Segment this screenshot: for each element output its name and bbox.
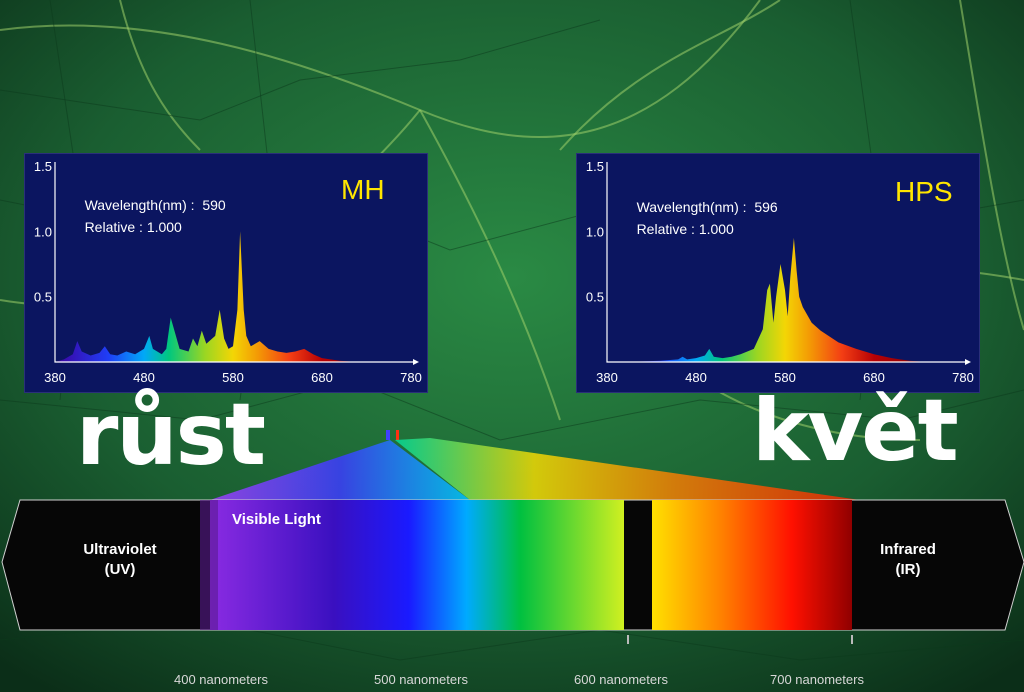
x-tick-label: 680 — [863, 370, 885, 385]
right-word-kvet: květ — [752, 381, 959, 481]
mh-chart-svg: 380 480 580 680 780 0.5 1.0 1.5 — [34, 159, 422, 385]
y-tick-label: 1.0 — [34, 224, 52, 239]
ultraviolet-name: Ultraviolet — [83, 541, 157, 558]
ultraviolet-abbr: (UV) — [104, 561, 136, 578]
axes — [606, 162, 965, 363]
infrared-abbr: (IR) — [895, 561, 921, 578]
hps-wavelength-readout: Wavelength(nm) : 596 — [621, 174, 778, 240]
visible-light-label: Visible Light — [232, 511, 321, 528]
hps-relative-value: 1.000 — [698, 221, 734, 237]
hps-chart-title: HPS — [895, 176, 953, 207]
x-tick-label: 580 — [222, 370, 244, 385]
mh-spectrum-chart: 380 480 580 680 780 0.5 1.0 1.5 Wavelength(nm) … — [24, 153, 428, 393]
nm-label-500: 500 nanometers — [374, 672, 468, 687]
left-word-rust: růst — [76, 385, 266, 485]
y-tick-label: 1.0 — [586, 224, 604, 239]
nm-label-700: 700 nanometers — [770, 672, 864, 687]
x-tick-label: 480 — [133, 370, 155, 385]
x-tick-label: 380 — [44, 370, 66, 385]
hps-wavelength-value: 596 — [754, 199, 778, 215]
y-tick-label: 0.5 — [34, 290, 52, 305]
nm-label-600: 600 nanometers — [574, 672, 668, 687]
hps-relative-label: Relative : — [636, 221, 695, 237]
nm-label-400: 400 nanometers — [174, 672, 268, 687]
mh-relative-value: 1.000 — [146, 219, 182, 235]
spectrum-area — [607, 237, 963, 362]
x-tick-label: 580 — [774, 370, 796, 385]
mh-chart-title: MH — [341, 174, 385, 205]
x-tick-label: 680 — [311, 370, 333, 385]
mh-relative-label: Relative : — [84, 219, 143, 235]
x-tick-label: 780 — [400, 370, 422, 385]
x-tick-label: 480 — [685, 370, 707, 385]
hps-relative-readout: Relative : 1.000 — [621, 196, 734, 262]
x-tick-label: 380 — [596, 370, 618, 385]
ultraviolet-label: Ultraviolet (UV) — [70, 540, 170, 580]
axes — [54, 162, 413, 363]
y-tick-label: 1.5 — [586, 159, 604, 174]
spectrum-band — [1, 430, 1024, 644]
mh-wavelength-readout: Wavelength(nm) : 590 — [69, 172, 226, 238]
infrared-name: Infrared — [880, 541, 936, 558]
hps-chart-svg: 380 480 580 680 780 0.5 1.0 1.5 — [586, 159, 974, 385]
y-tick-label: 0.5 — [586, 290, 604, 305]
hps-spectrum-chart: 380 480 580 680 780 0.5 1.0 1.5 Wavelength(nm) … — [576, 153, 980, 393]
mh-relative-readout: Relative : 1.000 — [69, 194, 182, 260]
y-tick-label: 1.5 — [34, 159, 52, 174]
mh-wavelength-value: 590 — [202, 197, 226, 213]
hps-wavelength-label: Wavelength(nm) : — [636, 199, 747, 215]
x-tick-label: 780 — [952, 370, 974, 385]
mh-wavelength-label: Wavelength(nm) : — [84, 197, 195, 213]
infrared-label: Infrared (IR) — [858, 540, 958, 580]
